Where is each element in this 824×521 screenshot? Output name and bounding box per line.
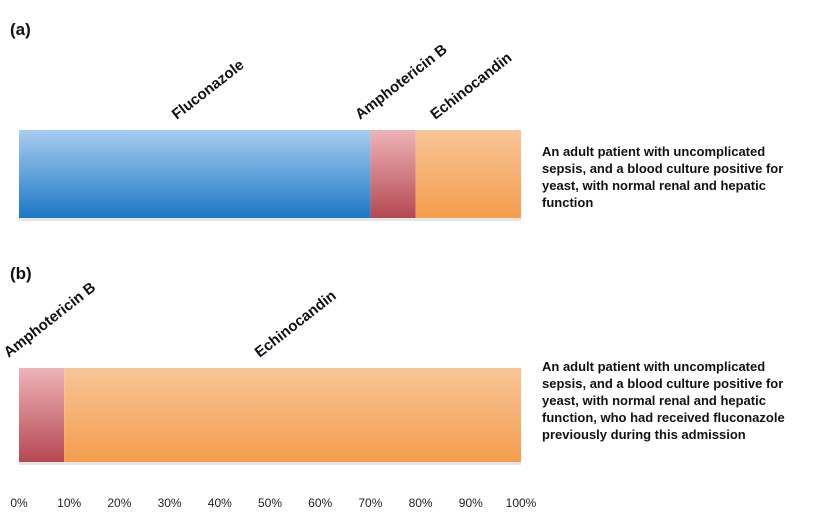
bar-shadow bbox=[370, 218, 416, 221]
bar-b-echinocandin bbox=[64, 368, 522, 462]
bar-b-amphotericin-b bbox=[19, 368, 65, 462]
segment-label-b-amphotericin-b: Amphotericin B bbox=[1, 279, 100, 361]
segment-label-b-echinocandin: Echinocandin bbox=[252, 287, 340, 361]
x-tick-label: 0% bbox=[10, 496, 28, 510]
x-tick-label: 80% bbox=[409, 496, 433, 510]
x-tick-label: 100% bbox=[506, 496, 537, 510]
x-tick-label: 70% bbox=[358, 496, 382, 510]
segment-label-a-fluconazole: Fluconazole bbox=[169, 56, 248, 123]
x-tick-label: 50% bbox=[258, 496, 282, 510]
bar-shadow bbox=[64, 462, 522, 465]
bar-a-amphotericin-b bbox=[370, 130, 416, 218]
bar-shadow bbox=[415, 218, 521, 221]
bar-shadow bbox=[19, 218, 371, 221]
panel-b-description: An adult patient with uncomplicated seps… bbox=[542, 359, 785, 442]
bar-shadow bbox=[19, 462, 65, 465]
x-axis: 0% 10% 20% 30% 40% 50% 60% 70% 80% 90% 100% bbox=[10, 496, 536, 510]
panel-label-b: (b) bbox=[10, 264, 32, 283]
x-tick-label: 40% bbox=[208, 496, 232, 510]
panel-a-description: An adult patient with uncomplicated seps… bbox=[542, 144, 784, 210]
x-tick-label: 90% bbox=[459, 496, 483, 510]
bar-a-echinocandin bbox=[415, 130, 521, 218]
x-tick-label: 10% bbox=[57, 496, 81, 510]
panel-label-a: (a) bbox=[10, 20, 31, 39]
x-tick-label: 20% bbox=[107, 496, 131, 510]
x-tick-label: 60% bbox=[308, 496, 332, 510]
x-tick-label: 30% bbox=[158, 496, 182, 510]
bars-group: Fluconazole Amphotericin BEchinocandinAmp… bbox=[1, 41, 522, 465]
bar-a-fluconazole bbox=[19, 130, 371, 218]
